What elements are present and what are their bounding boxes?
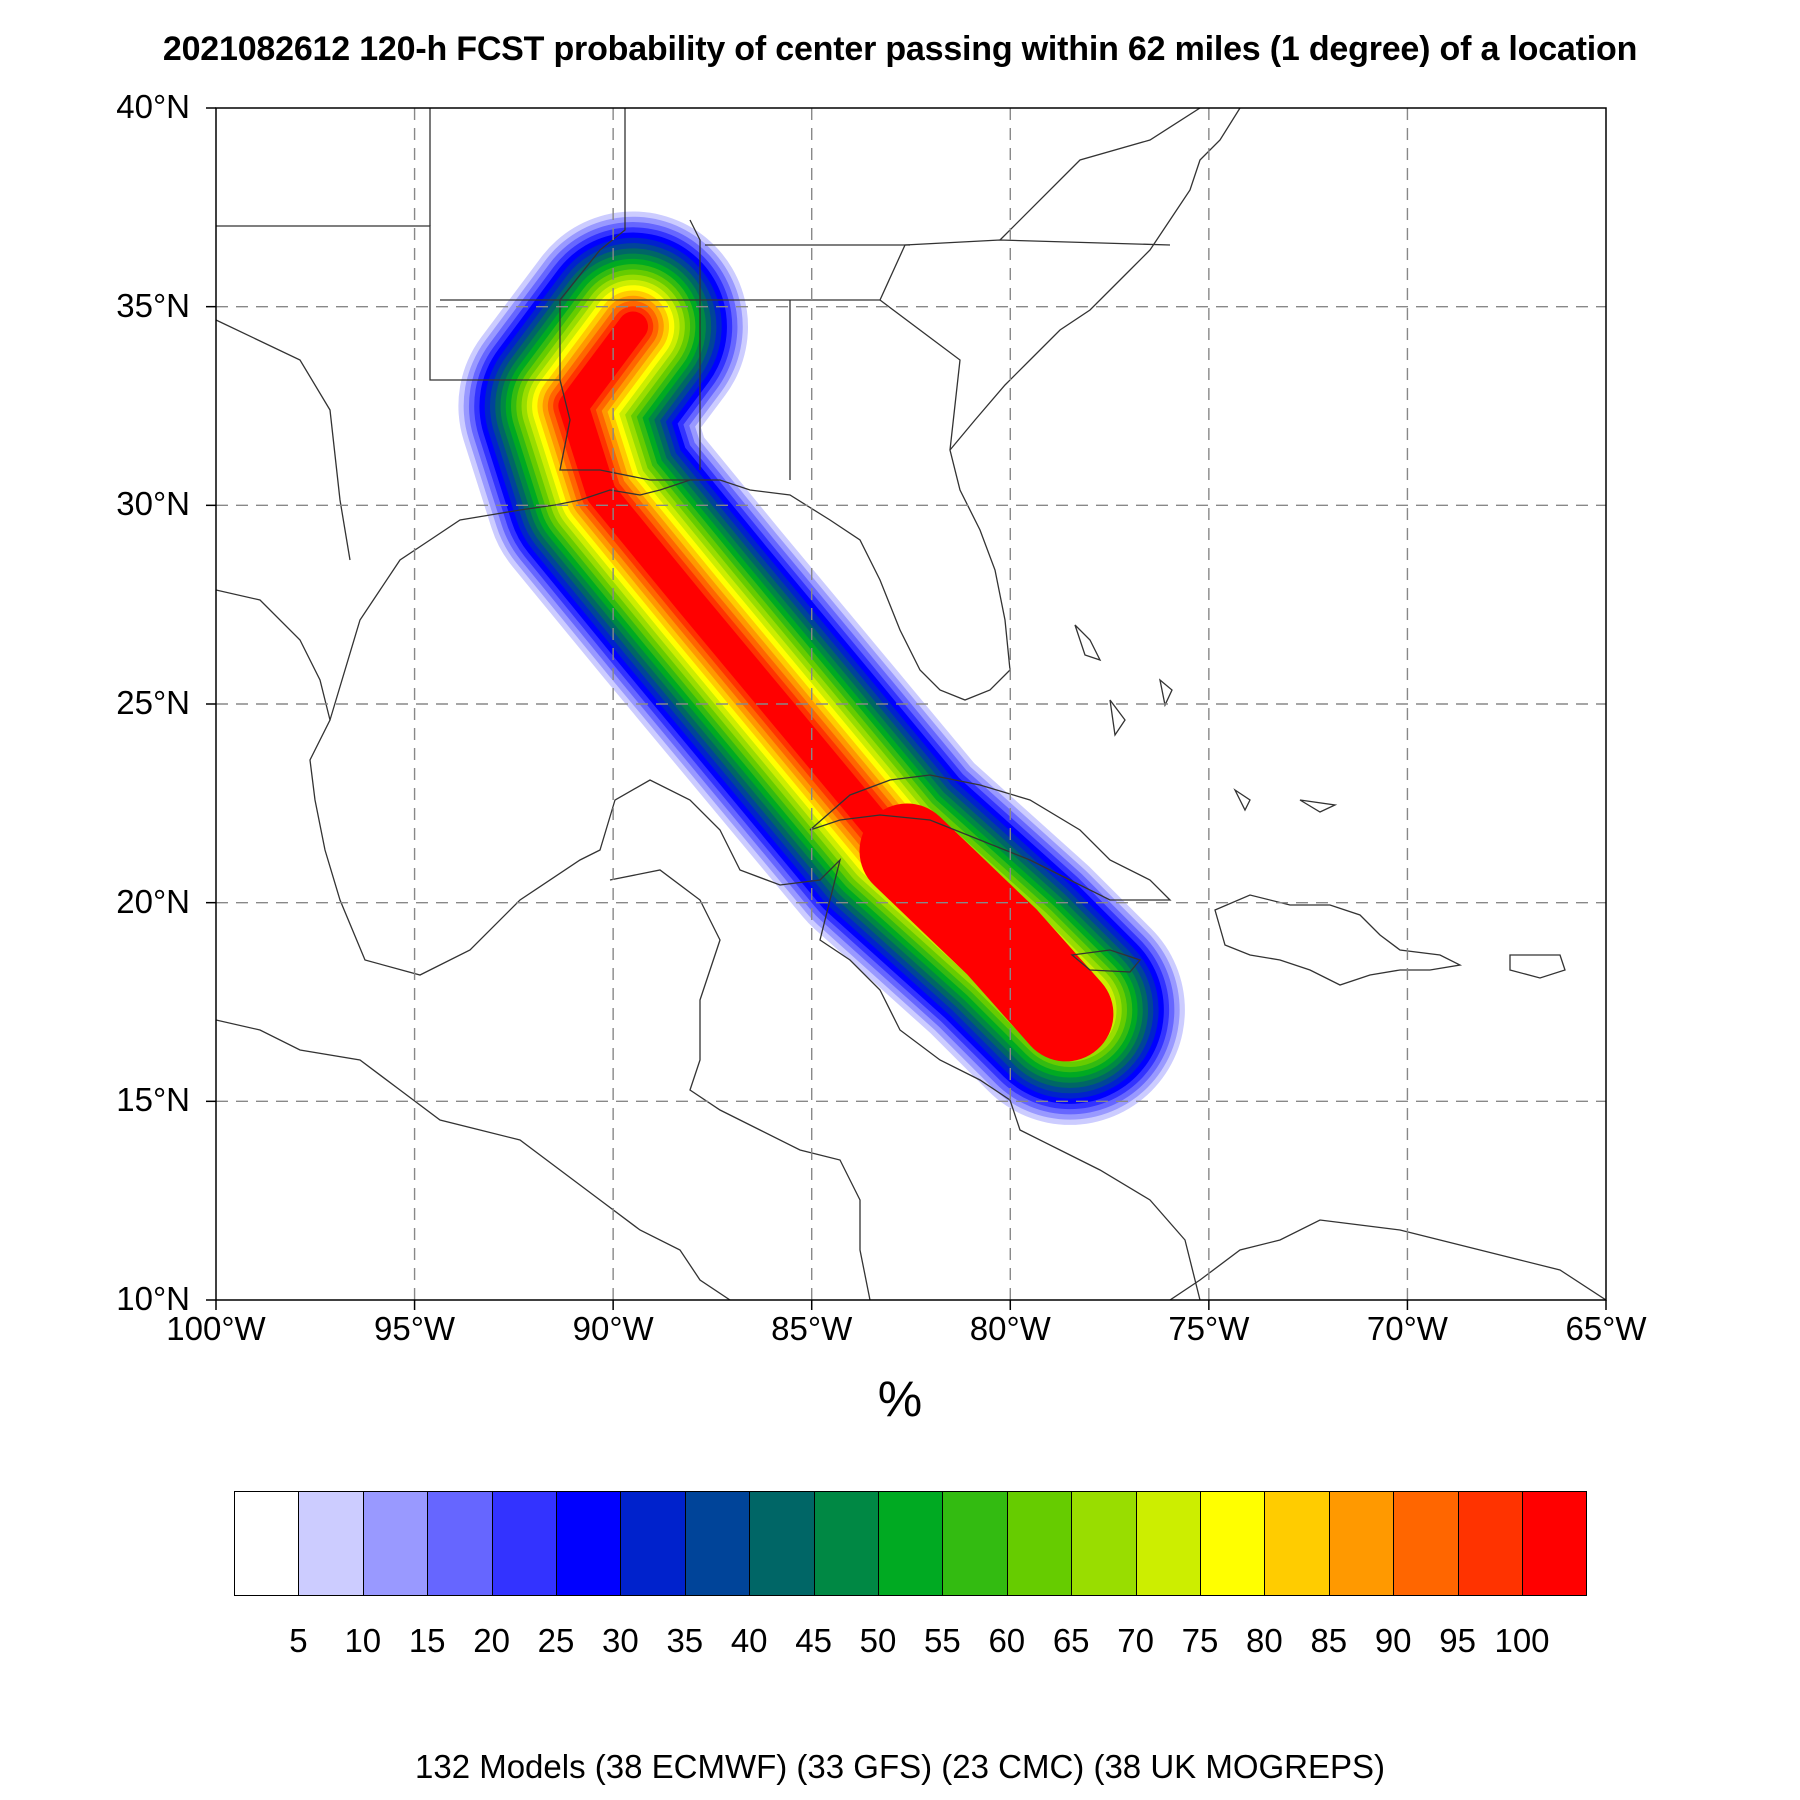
colorbar-label: 5 — [289, 1622, 308, 1659]
lon-label: 70°W — [1366, 1310, 1448, 1347]
lat-label: 25°N — [116, 684, 190, 721]
probability-swath — [458, 211, 1185, 1125]
colorbar-label: 60 — [988, 1622, 1026, 1659]
lon-label: 90°W — [572, 1310, 654, 1347]
colorbar-label: 35 — [666, 1622, 704, 1659]
colorbar-label: 15 — [408, 1622, 446, 1659]
colorbar-swatch — [749, 1491, 815, 1596]
colorbar-label: 90 — [1374, 1622, 1412, 1659]
colorbar-label: 20 — [473, 1622, 510, 1659]
colorbar-label: 95 — [1439, 1622, 1476, 1659]
colorbar-label: 75 — [1181, 1622, 1219, 1659]
colorbar-label: 10 — [344, 1622, 382, 1659]
lon-label: 80°W — [969, 1310, 1051, 1347]
colorbar-label: 70 — [1117, 1622, 1154, 1659]
lon-label: 75°W — [1168, 1310, 1250, 1347]
colorbar-swatch — [1457, 1491, 1523, 1596]
colorbar-label: 40 — [730, 1622, 768, 1659]
colorbar-swatch — [427, 1491, 493, 1596]
colorbar-swatch — [1071, 1491, 1137, 1596]
colorbar-swatch — [813, 1491, 879, 1596]
colorbar-swatch — [1006, 1491, 1072, 1596]
colorbar-swatch — [1393, 1491, 1459, 1596]
gridlines — [216, 108, 1606, 1300]
colorbar-swatch — [1135, 1491, 1201, 1596]
colorbar-label: 85 — [1310, 1622, 1348, 1659]
lat-label: 20°N — [116, 882, 190, 920]
lon-label: 100°W — [166, 1310, 266, 1347]
colorbar-label: 50 — [859, 1622, 897, 1659]
colorbar-swatch — [362, 1491, 428, 1596]
colorbar-swatch — [684, 1491, 750, 1596]
lat-label: 30°N — [116, 485, 190, 523]
colorbar-swatch — [1200, 1491, 1265, 1596]
swath-core — [859, 803, 1114, 1062]
lon-label: 85°W — [771, 1310, 853, 1347]
colorbar-label: 55 — [924, 1622, 961, 1659]
colorbar-swatch — [1264, 1491, 1330, 1596]
colorbar-swatch — [1328, 1491, 1394, 1596]
units-label: % — [877, 1371, 923, 1427]
lat-label: 10°N — [116, 1280, 190, 1317]
lat-label: 40°N — [116, 88, 190, 125]
lon-label: 65°W — [1565, 1310, 1647, 1347]
colorbar-swatch — [234, 1491, 299, 1596]
colorbar-swatch — [942, 1491, 1008, 1596]
colorbar-label: 100 — [1494, 1622, 1550, 1659]
lat-label: 35°N — [116, 286, 190, 324]
colorbar-swatch — [620, 1491, 686, 1596]
models-footer: 132 Models (38 ECMWF) (33 GFS) (23 CMC) … — [414, 1748, 1386, 1785]
lat-label: 15°N — [116, 1081, 190, 1119]
chart-title: 2021082612 120-h FCST probability of cen… — [162, 30, 1638, 68]
colorbar-swatch — [491, 1491, 557, 1596]
lon-label: 95°W — [374, 1310, 456, 1347]
colorbar-label: 30 — [602, 1622, 639, 1659]
colorbar-label: 45 — [795, 1622, 832, 1659]
colorbar-label: 65 — [1052, 1622, 1090, 1659]
colorbar-label: 80 — [1246, 1622, 1283, 1659]
colorbar-label: 25 — [537, 1622, 575, 1659]
colorbar-swatch — [878, 1491, 943, 1596]
colorbar-swatch — [556, 1491, 621, 1596]
colorbar-swatch — [1522, 1491, 1587, 1596]
colorbar-swatch — [298, 1491, 364, 1596]
